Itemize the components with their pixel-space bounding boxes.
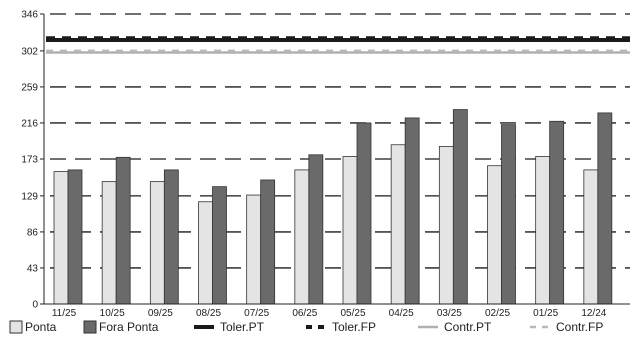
y-tick-label: 259	[21, 82, 38, 93]
bar	[501, 124, 516, 305]
y-tick-label: 173	[21, 155, 38, 166]
x-tick-label: 08/25	[196, 308, 221, 319]
x-tick-label: 07/25	[244, 308, 269, 319]
legend-label: Toler.PT	[220, 320, 265, 334]
x-tick-label: 10/25	[100, 308, 125, 319]
bar	[404, 117, 420, 305]
reference-lines	[46, 36, 630, 54]
legend-label: Fora Ponta	[99, 320, 159, 334]
y-tick-label: 129	[21, 191, 38, 202]
bar	[452, 109, 468, 305]
y-tick-label: 0	[32, 300, 38, 311]
x-tick-label: 03/25	[437, 308, 462, 319]
bar	[115, 156, 131, 305]
bar	[67, 169, 83, 305]
legend-label: Ponta	[25, 320, 57, 334]
y-tick-labels: 0 43 86 129 173 216 259 302 346	[21, 10, 38, 311]
x-tick-label: 05/25	[340, 308, 365, 319]
bar	[549, 120, 565, 305]
x-tick-label: 02/25	[485, 308, 510, 319]
bar	[390, 144, 406, 305]
bar	[198, 201, 213, 305]
y-tick-label: 216	[21, 118, 38, 129]
legend-swatch	[9, 320, 23, 334]
legend-swatch	[83, 320, 97, 334]
y-tick-label: 86	[27, 227, 39, 238]
x-tick-label: 12/24	[581, 308, 606, 319]
bars	[53, 109, 613, 305]
axes	[40, 13, 630, 305]
y-tick-label: 43	[27, 263, 39, 274]
bar	[294, 169, 310, 305]
bar	[342, 156, 358, 305]
bar	[438, 146, 454, 305]
bar	[356, 122, 372, 305]
x-tick-label: 09/25	[148, 308, 173, 319]
legend: Ponta Fora Ponta Toler.PT Toler.FP Contr.PT C…	[9, 320, 603, 334]
bar	[163, 169, 179, 305]
bar	[246, 194, 262, 305]
bar	[583, 169, 599, 305]
bar	[212, 186, 227, 305]
legend-label: Contr.PT	[444, 320, 492, 334]
bar	[101, 181, 117, 305]
bar	[149, 181, 165, 305]
legend-label: Contr.FP	[556, 320, 603, 334]
y-tick-label: 302	[21, 46, 38, 57]
grid-lines	[50, 13, 630, 269]
y-tick-label: 346	[21, 10, 38, 21]
bar	[53, 171, 69, 305]
x-tick-label: 11/25	[52, 308, 77, 319]
legend-label: Toler.FP	[332, 320, 376, 334]
x-tick-label: 01/25	[533, 308, 558, 319]
bar	[308, 154, 324, 305]
bar	[535, 156, 551, 305]
bar	[597, 112, 613, 305]
x-tick-label: 04/25	[389, 308, 414, 319]
x-tick-label: 06/25	[292, 308, 317, 319]
bar	[487, 165, 502, 305]
x-tick-labels: 11/25 10/25 09/25 08/25 07/25 06/25 05/25 04/25…	[52, 308, 607, 319]
bar	[260, 179, 276, 305]
